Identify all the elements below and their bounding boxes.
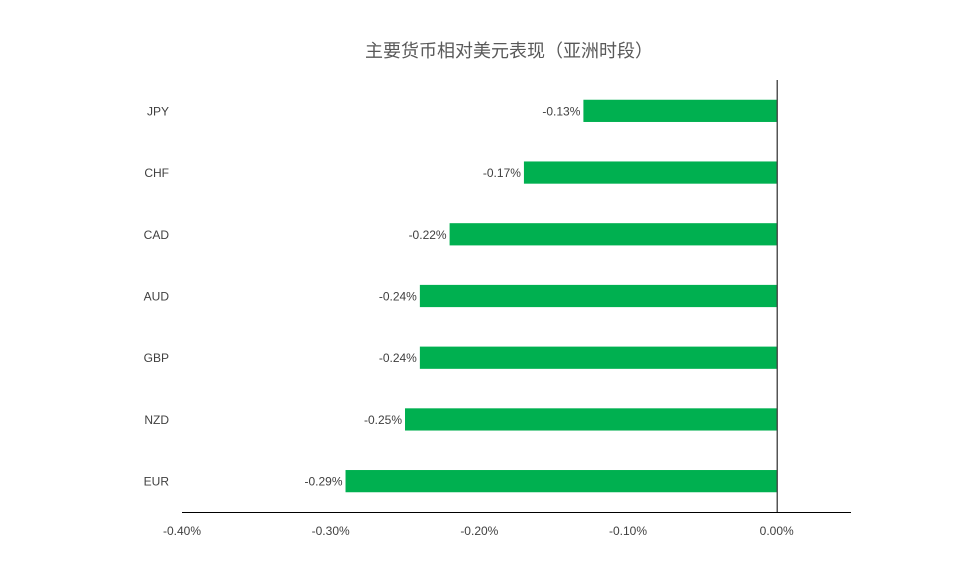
category-label-nzd: NZD bbox=[144, 413, 169, 427]
category-label-cad: CAD bbox=[144, 228, 170, 242]
data-label-aud: -0.24% bbox=[379, 290, 417, 304]
data-label-cad: -0.22% bbox=[409, 228, 447, 242]
bar-cad bbox=[449, 223, 777, 246]
category-label-aud: AUD bbox=[144, 290, 170, 304]
chart-title: 主要货币相对美元表现（亚洲时段） bbox=[365, 41, 653, 62]
bar-aud bbox=[419, 284, 777, 308]
x-tick-label: -0.20% bbox=[460, 524, 498, 538]
category-label-eur: EUR bbox=[144, 475, 170, 489]
bar-nzd bbox=[405, 408, 777, 431]
data-labels-group: -0.13% -0.17% -0.22% -0.24% -0.24% -0.25% -0.2… bbox=[304, 104, 580, 488]
data-label-nzd: -0.25% bbox=[364, 413, 402, 427]
category-label-gbp: GBP bbox=[144, 351, 169, 365]
x-tick-labels-group: -0.40% -0.30% -0.20% -0.10% 0.00% bbox=[163, 524, 794, 538]
bar-eur bbox=[345, 470, 777, 493]
data-label-gbp: -0.24% bbox=[379, 351, 417, 365]
data-label-chf: -0.17% bbox=[483, 166, 521, 180]
bars-group bbox=[345, 99, 777, 493]
x-tick-label: 0.00% bbox=[760, 524, 794, 538]
bar-jpy bbox=[583, 99, 777, 122]
data-label-jpy: -0.13% bbox=[542, 104, 580, 118]
category-label-chf: CHF bbox=[144, 166, 169, 180]
category-labels-group: JPY CHF CAD AUD GBP NZD EUR bbox=[144, 104, 170, 488]
bar-gbp bbox=[419, 346, 777, 369]
x-tick-label: -0.40% bbox=[163, 524, 201, 538]
bar-chf bbox=[523, 161, 777, 184]
x-tick-label: -0.10% bbox=[609, 524, 647, 538]
x-tick-label: -0.30% bbox=[312, 524, 350, 538]
category-label-jpy: JPY bbox=[147, 104, 169, 118]
data-label-eur: -0.29% bbox=[304, 475, 342, 489]
